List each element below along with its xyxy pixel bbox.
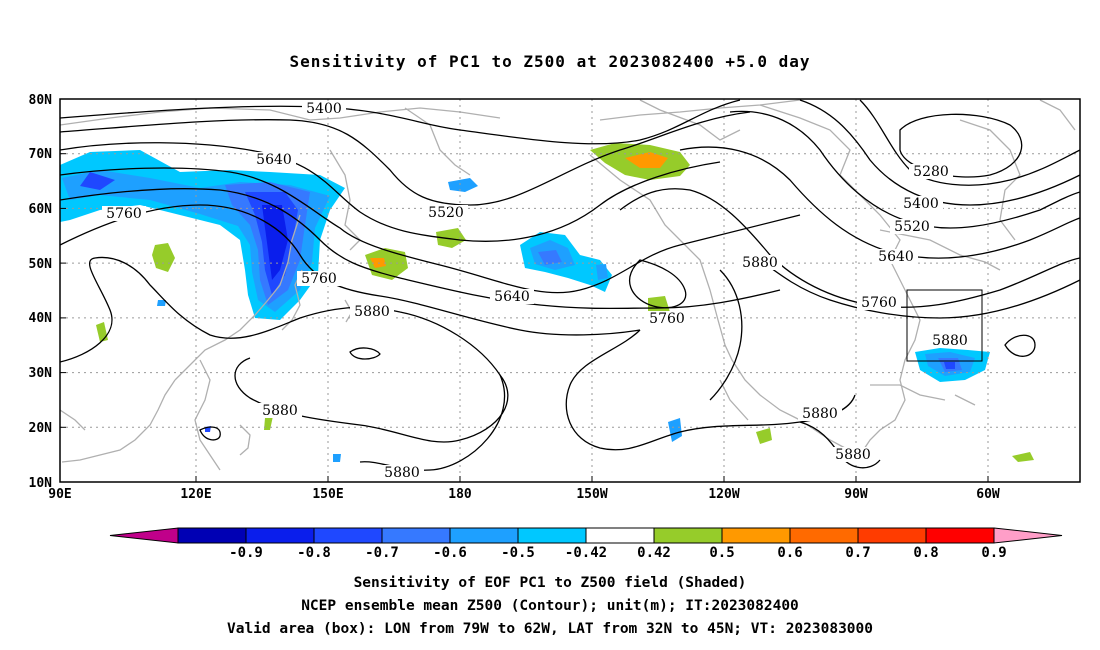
colorbar-tick-label: -0.6 (433, 545, 467, 561)
colorbar-tick-label: 0.42 (637, 545, 671, 561)
contour-label: 5880 (932, 333, 968, 349)
contour-label: 5760 (649, 311, 685, 327)
lon-label: 60W (976, 487, 1000, 502)
colorbar-tick-label: 0.6 (777, 545, 802, 561)
contour-label: 5760 (106, 206, 142, 222)
caption-line-2: NCEP ensemble mean Z500 (Contour); unit(… (301, 598, 799, 614)
lon-label: 150W (576, 487, 607, 502)
contour-label: 5280 (913, 164, 949, 180)
contour-label: 5880 (262, 403, 298, 419)
contour-label: 5880 (742, 255, 778, 271)
contour-labels: 5400 5640 5760 5520 5760 5640 5760 5880 … (102, 101, 972, 481)
lat-label: 20N (29, 421, 53, 436)
lat-label: 50N (29, 257, 53, 272)
colorbar-tick-label: -0.8 (297, 545, 331, 561)
caption-line-3: Valid area (box): LON from 79W to 62W, L… (226, 621, 873, 637)
colorbar-tick-label: -0.42 (565, 545, 607, 561)
contour-label: 5640 (256, 152, 292, 168)
lat-label: 40N (29, 311, 53, 326)
colorbar-segment (313, 527, 383, 544)
colorbar: -0.9 -0.8 -0.7 -0.6 -0.5 -0.42 0.42 0.5 0.6 0.7 0.… (109, 527, 1063, 561)
lat-label: 30N (29, 366, 53, 381)
contour-label: 5880 (384, 465, 420, 481)
lat-label: 80N (29, 93, 53, 108)
colorbar-left-triangle (109, 527, 179, 544)
colorbar-tick-label: 0.9 (981, 545, 1006, 561)
contour-label: 5880 (802, 406, 838, 422)
contour-label: 5640 (494, 289, 530, 305)
coastlines (60, 99, 1076, 471)
contour-label: 5760 (301, 271, 337, 287)
tick-marks (60, 98, 989, 483)
colorbar-segment (925, 527, 995, 544)
colorbar-segment (177, 527, 247, 544)
contour-label: 5880 (354, 304, 390, 320)
contour-label: 5760 (861, 295, 897, 311)
map-title: Sensitivity of PC1 to Z500 at 2023082400… (289, 52, 811, 71)
colorbar-tick-label: -0.7 (365, 545, 399, 561)
colorbar-segment (245, 527, 315, 544)
longitude-labels: 90E 120E 150E 180 150W 120W 90W 60W (48, 487, 1000, 502)
contour-label: 5400 (903, 196, 939, 212)
colorbar-tick-label: 0.7 (845, 545, 870, 561)
lon-label: 120E (180, 487, 211, 502)
contour-label: 5520 (428, 205, 464, 221)
colorbar-segment (653, 527, 723, 544)
colorbar-right-triangle (993, 527, 1063, 544)
lat-label: 10N (29, 476, 53, 491)
contour-label: 5520 (894, 219, 930, 235)
colorbar-tick-label: 0.5 (709, 545, 734, 561)
contour-label: 5880 (835, 447, 871, 463)
lon-label: 90E (48, 487, 71, 502)
colorbar-tick-label: -0.5 (501, 545, 535, 561)
colorbar-tick-label: -0.9 (229, 545, 263, 561)
lat-label: 60N (29, 202, 53, 217)
lon-label: 150E (312, 487, 343, 502)
lat-label: 70N (29, 147, 53, 162)
colorbar-segment (789, 527, 859, 544)
lon-label: 90W (844, 487, 868, 502)
map-frame (59, 98, 1081, 483)
contour-label: 5640 (878, 249, 914, 265)
colorbar-tick-label: 0.8 (913, 545, 938, 561)
lon-label: 180 (448, 487, 472, 502)
contour-label: 5400 (306, 101, 342, 117)
colorbar-segment (857, 527, 927, 544)
colorbar-segment (381, 527, 451, 544)
latitude-labels: 80N 70N 60N 50N 40N 30N 20N 10N (29, 93, 53, 491)
z500-contours (60, 99, 1080, 471)
lon-label: 120W (708, 487, 739, 502)
colorbar-segment (721, 527, 791, 544)
colorbar-segment (449, 527, 519, 544)
caption-line-1: Sensitivity of EOF PC1 to Z500 field (Sh… (353, 575, 747, 591)
colorbar-segment (585, 527, 655, 544)
colorbar-segment (517, 527, 587, 544)
valid-area-box (906, 289, 983, 362)
